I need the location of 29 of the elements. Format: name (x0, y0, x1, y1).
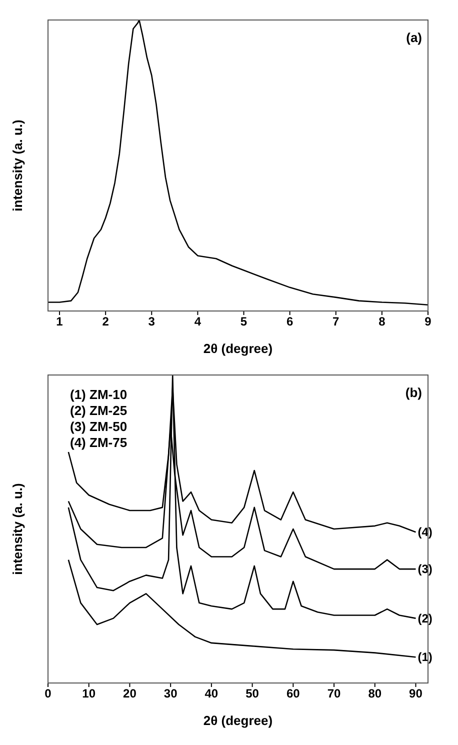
x-tick-label: 3 (148, 314, 156, 329)
x-tick-label: 20 (123, 686, 137, 701)
x-tick-label: 10 (82, 686, 96, 701)
x-axis-title: 2θ (degree) (203, 341, 273, 356)
y-axis-title: intensity (a. u.) (10, 483, 25, 575)
annotation: (2) ZM-25 (70, 403, 128, 418)
x-tick-label: 60 (286, 686, 300, 701)
annotation: (1) ZM-10 (70, 387, 128, 402)
x-tick-label: 4 (194, 314, 202, 329)
x-tick-label: 6 (286, 314, 294, 329)
x-tick-label: 2 (102, 314, 110, 329)
x-tick-label: 90 (409, 686, 423, 701)
x-tick-label: 7 (332, 314, 340, 329)
x-tick-label: 1 (56, 314, 64, 329)
x-tick-label: 40 (204, 686, 218, 701)
x-tick-label: 70 (327, 686, 342, 701)
x-tick-label: 50 (246, 686, 260, 701)
x-axis-title: 2θ (degree) (203, 713, 273, 728)
annotation: (a) (406, 30, 422, 45)
x-tick-label: 80 (368, 686, 382, 701)
annotation: (b) (405, 385, 422, 400)
x-tick-label: 9 (424, 314, 432, 329)
annotation: (3) ZM-50 (70, 419, 128, 434)
x-tick-label: 5 (240, 314, 248, 329)
x-tick-label: 0 (44, 686, 52, 701)
annotation: (4) ZM-75 (70, 435, 128, 450)
x-tick-label: 30 (164, 686, 178, 701)
y-axis-title: intensity (a. u.) (10, 120, 25, 212)
x-tick-label: 8 (378, 314, 386, 329)
